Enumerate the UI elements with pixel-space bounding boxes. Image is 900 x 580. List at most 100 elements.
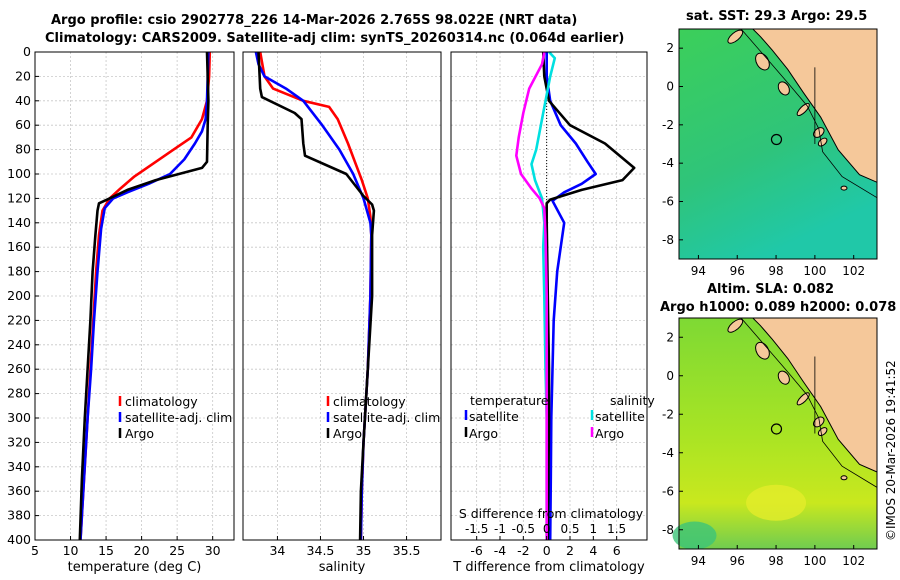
- sla-map-frame: [678, 317, 878, 550]
- sst-map-ytick-label: -4: [662, 156, 674, 170]
- sla-map-ytick-label: 0: [666, 369, 674, 383]
- sla-map-xtick-label: 98: [768, 554, 783, 568]
- salinity-panel: [242, 51, 442, 541]
- ytick-label: 360: [7, 483, 31, 498]
- sla-map-argo-location: [770, 423, 783, 435]
- sst-map-ytick-label: -2: [662, 118, 674, 132]
- figure-title-line2: Climatology: CARS2009. Satellite-adj cli…: [45, 31, 625, 46]
- temperature-legend-label: satellite-adj. clim: [125, 410, 232, 425]
- salinity-legend-label: climatology: [333, 394, 406, 409]
- ytick-label: 400: [7, 532, 31, 547]
- salinity-xtick-label: 34: [269, 543, 285, 558]
- salinity-xlabel: salinity: [319, 560, 366, 575]
- salinity-frame: [242, 51, 442, 541]
- salinity-xtick-label: 35: [356, 543, 372, 558]
- ytick-label: 40: [15, 93, 31, 108]
- sla-map-coast-contour: [740, 317, 878, 488]
- top-axis-label: S difference from climatology: [459, 506, 644, 521]
- ytick-label: 120: [7, 190, 31, 205]
- sst-map-xtick-label: 100: [803, 264, 826, 278]
- sla-map-ytick-label: -8: [662, 523, 674, 537]
- difference-frame: [450, 51, 648, 541]
- salinity-xtick-label: 35.5: [393, 543, 421, 558]
- sst-map-title: sat. SST: 29.3 Argo: 29.5: [686, 9, 868, 24]
- sst-map-xtick-label: 94: [691, 264, 706, 278]
- ytick-label: 220: [7, 312, 31, 327]
- sst-map-island: [796, 102, 810, 117]
- temperature-panel: [34, 51, 235, 541]
- top-tick-label: 0.5: [560, 522, 579, 536]
- salinity-legend-label: Argo: [333, 426, 362, 441]
- sst-map-ytick-label: -6: [662, 195, 674, 209]
- difference-xtick-label: -2: [517, 543, 529, 558]
- sst-map-island: [840, 185, 848, 191]
- sla-map-island: [777, 370, 790, 385]
- difference-xtick-label: 0: [543, 543, 551, 558]
- temperature-xtick-label: 10: [63, 543, 79, 558]
- diff-legend-label: Argo: [469, 426, 498, 441]
- sst-map-island: [777, 81, 790, 96]
- difference-xtick-label: -4: [494, 543, 507, 558]
- temperature-legend-label: climatology: [125, 394, 198, 409]
- temperature-xtick-label: 20: [134, 543, 150, 558]
- sla-low-blob: [672, 521, 717, 550]
- temperature-xtick-label: 30: [205, 543, 221, 558]
- sla-map-subtitle: Argo h1000: 0.089 h2000: 0.078: [660, 300, 897, 315]
- sla-map-xtick-label: 100: [803, 554, 826, 568]
- ytick-label: 200: [7, 288, 31, 303]
- difference-series-s-satellite: [530, 51, 557, 540]
- ytick-label: 380: [7, 508, 31, 523]
- temperature-series-argo: [78, 51, 210, 541]
- ytick-label: 260: [7, 361, 31, 376]
- difference-xtick-label: -6: [470, 543, 483, 558]
- sla-map-ytick-label: 2: [666, 330, 674, 344]
- ytick-label: 20: [15, 68, 31, 83]
- ytick-label: 340: [7, 459, 31, 474]
- diff-legend-label: satellite: [595, 409, 645, 424]
- temperature-xlabel: temperature (deg C): [68, 560, 202, 575]
- top-tick-label: -0.5: [512, 522, 535, 536]
- salinity-legend-label: satellite-adj. clim: [333, 410, 440, 425]
- ytick-label: 180: [7, 264, 31, 279]
- legend-salinity-title: salinity: [610, 393, 655, 408]
- ytick-label: 240: [7, 337, 31, 352]
- ytick-label: 80: [15, 142, 31, 157]
- sst-map-ytick-label: 0: [666, 80, 674, 94]
- diff-legend-label: Argo: [595, 426, 624, 441]
- ytick-label: 140: [7, 215, 31, 230]
- sst-map-xtick-label: 102: [842, 264, 865, 278]
- sst-map-ytick-label: 2: [666, 41, 674, 55]
- top-tick-label: -1.5: [465, 522, 488, 536]
- sla-map-xtick-label: 96: [730, 554, 745, 568]
- sst-map-ytick-label: -8: [662, 233, 674, 247]
- sla-map-island: [796, 392, 810, 406]
- sla-map-xtick-label: 102: [842, 554, 865, 568]
- sla-map-ytick-label: -4: [662, 446, 674, 460]
- sla-map: [672, 317, 878, 550]
- diff-legend-label: satellite: [469, 409, 519, 424]
- top-tick-label: -1: [494, 522, 506, 536]
- ytick-label: 160: [7, 239, 31, 254]
- sla-map-island: [840, 475, 848, 481]
- difference-xtick-label: 2: [566, 543, 574, 558]
- top-tick-label: 0: [543, 522, 551, 536]
- sla-map-island: [727, 318, 744, 333]
- sst-map-frame: [678, 28, 878, 260]
- sst-map-xtick-label: 98: [768, 264, 783, 278]
- legend-temperature-title: temperature: [470, 393, 549, 408]
- difference-series-s-argo: [515, 51, 548, 540]
- sla-high-blob: [746, 484, 807, 521]
- temperature-series-satellite-adj-clim: [79, 51, 210, 541]
- sst-map-island: [727, 29, 744, 44]
- ytick-label: 60: [15, 117, 31, 132]
- difference-xlabel: T difference from climatology: [452, 560, 645, 575]
- top-tick-label: 1: [590, 522, 598, 536]
- temperature-xtick-label: 5: [31, 543, 39, 558]
- temperature-legend-label: Argo: [125, 426, 154, 441]
- salinity-series-satellite-adj-clim: [254, 51, 373, 541]
- salinity-xtick-label: 34.5: [307, 543, 335, 558]
- sla-map-xtick-label: 94: [691, 554, 706, 568]
- sla-map-title: Altim. SLA: 0.082: [707, 282, 834, 297]
- sst-map-coast-contour: [740, 28, 878, 199]
